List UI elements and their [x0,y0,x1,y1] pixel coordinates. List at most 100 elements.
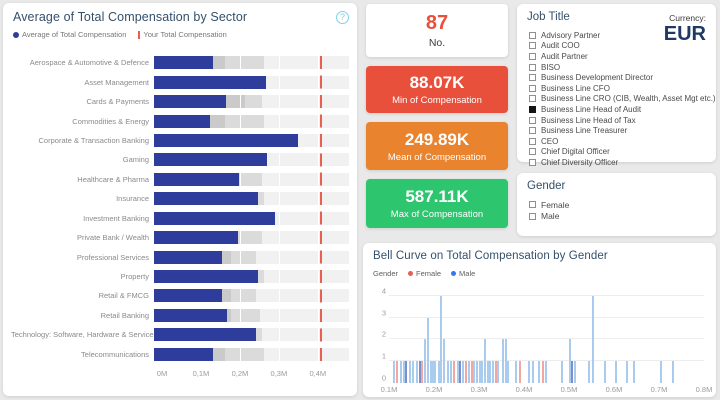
histogram-bar[interactable] [403,361,406,383]
histogram-bar[interactable] [515,361,517,383]
histogram-bar[interactable] [571,361,574,383]
kpi-card[interactable]: 587.11K Max of Compensation [366,179,508,228]
job-title-option[interactable]: Business Line Treasurer [529,125,710,136]
histogram-bar[interactable] [492,361,495,383]
checkbox-icon[interactable] [529,42,536,50]
checkbox-checked-icon[interactable] [529,105,536,113]
histogram-bar[interactable] [434,361,437,383]
histogram-bar[interactable] [626,361,629,383]
sector-bar[interactable] [154,95,227,109]
job-title-option[interactable]: Business Line Head of Tax [529,115,710,126]
help-icon[interactable]: ? [336,11,349,24]
histogram-bar[interactable] [423,339,426,383]
checkbox-icon[interactable] [529,137,536,145]
sector-bar[interactable] [154,172,240,186]
histogram-bar[interactable] [672,361,675,383]
histogram-bar[interactable] [473,361,476,383]
kpi-card[interactable]: 249.89K Mean of Compensation [366,122,508,170]
sector-bar[interactable] [154,289,223,303]
histogram-bar[interactable] [470,361,473,383]
histogram-bar[interactable] [432,361,435,383]
histogram-bar[interactable] [399,361,402,383]
sector-bar[interactable] [154,192,258,206]
histogram-bar[interactable] [440,295,443,383]
checkbox-icon[interactable] [529,74,536,82]
histogram-bar[interactable] [487,361,490,383]
histogram-bar[interactable] [592,295,595,383]
histogram-bar[interactable] [483,339,486,383]
kpi-card[interactable]: 88.07K Min of Compensation [366,66,508,113]
gender-option[interactable]: Male [529,211,710,223]
histogram-bar[interactable] [405,361,408,383]
sector-bar[interactable] [154,56,214,70]
sector-bar[interactable] [154,270,258,284]
histogram-bar[interactable] [452,361,455,383]
checkbox-icon[interactable] [529,127,536,135]
sector-bar[interactable] [154,114,211,128]
histogram-bar[interactable] [573,361,576,383]
checkbox-icon[interactable] [529,201,536,209]
histogram-bar[interactable] [427,317,430,383]
histogram-bar[interactable] [412,361,415,383]
histogram-bar[interactable] [497,361,500,383]
histogram-bar[interactable] [478,361,481,383]
sector-bar[interactable] [154,250,223,264]
job-title-option[interactable]: Audit COO [529,41,710,52]
histogram-bar[interactable] [561,361,564,383]
job-title-option[interactable]: Advisory Partner [529,30,710,41]
job-title-option[interactable]: Chief Digital Officer [529,147,710,158]
sector-bar[interactable] [154,308,228,322]
histogram-bar[interactable] [489,361,492,383]
histogram-bar[interactable] [569,339,571,383]
histogram-bar[interactable] [542,361,545,383]
gender-option[interactable]: Female [529,199,710,211]
histogram-bar[interactable] [660,361,663,383]
histogram-bar[interactable] [408,361,411,383]
checkbox-icon[interactable] [529,31,536,39]
histogram-bar[interactable] [456,361,459,383]
histogram-bar[interactable] [416,361,419,383]
histogram-bar[interactable] [392,361,395,383]
checkbox-icon[interactable] [529,95,536,103]
histogram-bar[interactable] [449,361,452,383]
job-title-option[interactable]: Business Line Head of Audit [529,104,710,115]
histogram-bar[interactable] [527,361,530,383]
histogram-bar[interactable] [443,339,446,383]
histogram-bar[interactable] [519,361,522,383]
checkbox-icon[interactable] [529,63,536,71]
job-title-option[interactable]: BISO [529,62,710,73]
checkbox-icon[interactable] [529,116,536,124]
histogram-bar[interactable] [429,361,432,383]
sector-bar[interactable] [154,211,275,225]
sector-bar[interactable] [154,328,256,342]
kpi-card[interactable]: 87 No. [366,4,508,57]
sector-bar[interactable] [154,153,267,167]
histogram-bar[interactable] [464,361,467,383]
histogram-bar[interactable] [447,361,450,383]
sector-bar[interactable] [154,75,267,89]
checkbox-icon[interactable] [529,52,536,60]
histogram-bar[interactable] [418,361,421,383]
histogram-bar[interactable] [603,361,606,383]
histogram-bar[interactable] [437,361,440,383]
job-title-option[interactable]: CEO [529,136,710,147]
histogram-bar[interactable] [588,361,591,383]
sector-bar[interactable] [154,231,239,245]
histogram-bar[interactable] [505,339,508,383]
histogram-bar[interactable] [507,361,510,383]
histogram-bar[interactable] [494,361,497,383]
histogram-bar[interactable] [538,361,541,383]
checkbox-icon[interactable] [529,158,536,166]
histogram-bar[interactable] [545,361,548,383]
histogram-bar[interactable] [633,361,636,383]
histogram-bar[interactable] [461,361,464,383]
sector-bar[interactable] [154,133,298,147]
job-title-option[interactable]: Chief Diversity Officer [529,157,710,168]
checkbox-icon[interactable] [529,212,536,220]
job-title-option[interactable]: Business Line CRO (CIB, Wealth, Asset Mg… [529,94,716,105]
job-title-option[interactable]: Business Line CFO [529,83,710,94]
job-title-option[interactable]: Audit Partner [529,51,710,62]
job-title-option[interactable]: Business Development Director [529,72,710,83]
histogram-bar[interactable] [468,361,471,383]
histogram-bar[interactable] [481,361,484,383]
